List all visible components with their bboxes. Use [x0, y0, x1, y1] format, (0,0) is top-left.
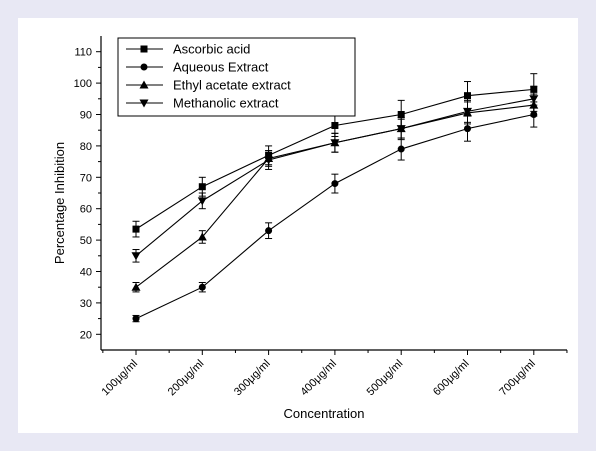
marker-circle: [464, 125, 471, 133]
x-tick-label: 700μg/ml: [497, 358, 538, 399]
marker-square: [198, 183, 206, 191]
marker-triangle-up: [197, 232, 207, 241]
marker-circle: [265, 227, 273, 235]
y-tick-label: 20: [80, 329, 92, 341]
x-axis-title: Concentration: [284, 406, 365, 421]
marker-circle: [397, 145, 405, 153]
legend-label: Aqueous Extract: [173, 60, 269, 75]
marker-circle: [331, 180, 339, 188]
y-axis-title: Percentage Inhibition: [52, 142, 67, 264]
x-tick-label: 400μg/ml: [298, 358, 339, 399]
x-tick-label: 500μg/ml: [365, 358, 406, 399]
marker-circle: [132, 315, 140, 323]
y-tick-label: 60: [80, 204, 92, 216]
y-tick-label: 70: [80, 172, 92, 184]
marker-triangle-down: [131, 252, 141, 261]
marker-square: [132, 225, 140, 233]
y-tick-label: 50: [80, 235, 92, 247]
marker-square: [331, 121, 339, 129]
marker-triangle-down: [139, 99, 149, 108]
marker-triangle-up: [131, 282, 141, 291]
x-tick-label: 100μg/ml: [99, 358, 140, 399]
y-tick-label: 110: [74, 47, 92, 59]
marker-square: [397, 111, 405, 118]
marker-triangle-down: [463, 107, 472, 116]
marker-triangle-up: [139, 80, 149, 89]
y-tick-label: 100: [74, 78, 92, 90]
marker-square: [140, 45, 148, 53]
y-tick-label: 30: [80, 298, 92, 310]
y-tick-label: 80: [80, 141, 92, 153]
legend-label: Methanolic extract: [173, 96, 279, 111]
marker-circle: [140, 63, 148, 71]
marker-triangle-down: [197, 197, 207, 206]
legend-label: Ascorbic acid: [173, 42, 250, 57]
chart-container: 20 30 40 50 60 70 80 90 100 110 100μg/ml 200μg/ml 30…: [18, 18, 578, 433]
y-tick-label: 90: [80, 110, 92, 122]
x-tick-label: 300μg/ml: [232, 358, 273, 399]
marker-triangle-down: [529, 95, 539, 104]
marker-triangle-down: [330, 139, 340, 148]
legend-label: Ethyl acetate extract: [173, 78, 291, 93]
marker-triangle-down: [264, 156, 274, 165]
marker-circle: [198, 283, 206, 291]
x-tick-label: 200μg/ml: [166, 358, 207, 399]
y-tick-label: 40: [80, 267, 92, 279]
line-chart: 20 30 40 50 60 70 80 90 100 110 100μg/ml 200μg/ml 30…: [52, 36, 568, 421]
marker-triangle-down: [396, 125, 406, 134]
x-tick-label: 600μg/ml: [431, 358, 472, 399]
marker-square: [464, 92, 471, 100]
